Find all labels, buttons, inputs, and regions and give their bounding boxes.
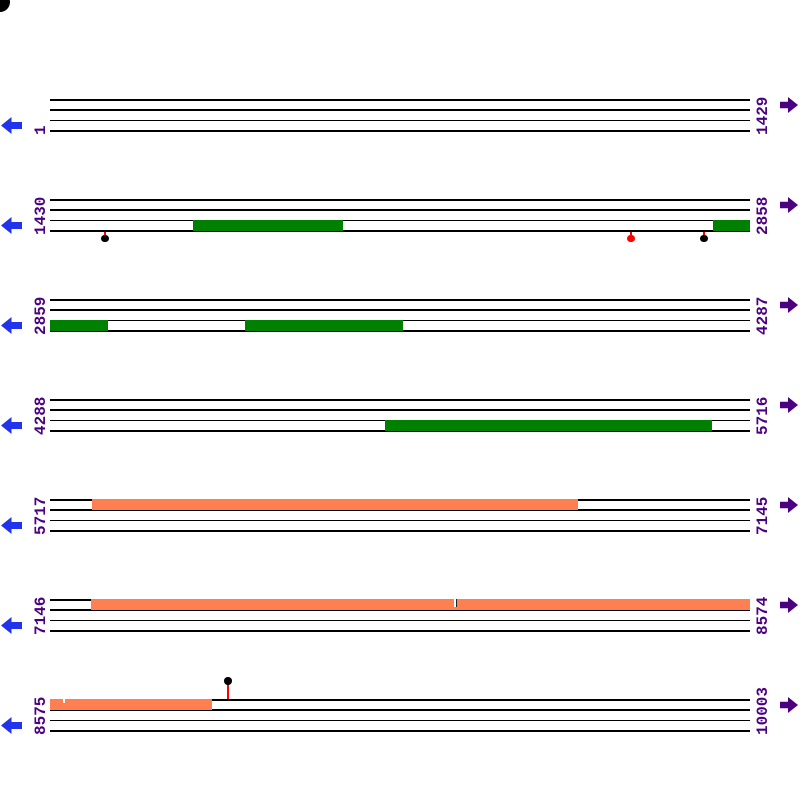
sequence-row-7: 8575 10003 [0,677,800,799]
staff-line-2 [50,709,750,711]
feature-bar [91,598,750,610]
staff-line-1 [50,99,750,101]
left-arrow-icon [1,217,22,239]
row-end-label: 7145 [754,496,772,535]
staff-line-1 [50,299,750,301]
right-arrow-icon [780,397,798,418]
row-end-label: 8574 [754,596,772,635]
staff-line-4 [50,630,750,632]
sequence-row-6: 7146 8574 [0,596,800,699]
right-arrow-icon [780,97,798,118]
staff-line-3 [50,219,750,222]
staff-line-4 [50,530,750,532]
staff-line-3 [50,719,750,722]
staff-line-3 [50,619,750,622]
staff-line-4 [50,230,750,232]
right-arrow-icon [780,697,798,718]
right-arrow-icon [780,197,798,218]
staff-line-4 [50,330,750,332]
marker-dot [101,234,109,243]
row-start-label: 1 [32,125,50,135]
row-start-label: 5717 [32,496,50,535]
row-end-label: 2858 [754,196,772,235]
row-start-label: 2859 [32,296,50,335]
staff-line-1 [50,199,750,201]
sequence-row-4: 4288 5716 [0,396,800,499]
row-start-label: 4288 [32,396,50,435]
marker-dot [700,234,708,243]
row-end-label: 1429 [754,96,772,135]
marker-stem [104,231,106,237]
staff-line-1 [50,399,750,401]
staff-line-2 [50,509,750,511]
sequence-row-1: 1 1429 [0,96,800,199]
bar-tick [454,599,456,607]
bar-tick [63,699,65,703]
row-end-label: 10003 [754,686,772,735]
staff-line-4 [50,130,750,132]
marker-dot [627,234,635,243]
staff-line-4 [50,730,750,732]
feature-bar [92,498,578,510]
bar-tick [455,599,457,607]
left-arrow-icon [1,517,22,539]
corner-partial-dot [0,0,10,12]
row-start-label: 8575 [32,696,50,735]
marker-dot [224,677,232,685]
sequence-row-3: 2859 4287 [0,296,800,399]
staff-line-3 [50,519,750,522]
feature-bar [385,419,712,431]
right-arrow-icon [780,597,798,618]
left-arrow-icon [1,117,22,139]
staff-line-1 [50,699,750,701]
right-arrow-icon [780,497,798,518]
staff-line-2 [50,309,750,311]
sequence-row-2: 1430 2858 [0,196,800,299]
feature-bar [50,319,108,331]
sequence-row-5: 5717 7145 [0,496,800,599]
row-start-label: 7146 [32,596,50,635]
staff-line-2 [50,109,750,111]
marker-stem [227,684,229,699]
left-arrow-icon [1,417,22,439]
staff-line-3 [50,119,750,122]
staff-line-2 [50,609,750,611]
row-start-label: 1430 [32,196,50,235]
feature-bar [50,698,212,710]
right-arrow-icon [780,297,798,318]
feature-bar [713,219,750,231]
marker-stem [703,231,705,237]
staff-line-2 [50,409,750,411]
staff-line-4 [50,430,750,432]
left-arrow-icon [1,317,22,339]
row-end-label: 4287 [754,296,772,335]
marker-stem [630,231,632,237]
row-end-label: 5716 [754,396,772,435]
left-arrow-icon [1,617,22,639]
left-arrow-icon [1,717,22,739]
feature-bar [245,319,403,331]
staff-line-2 [50,209,750,211]
feature-bar [193,219,343,231]
